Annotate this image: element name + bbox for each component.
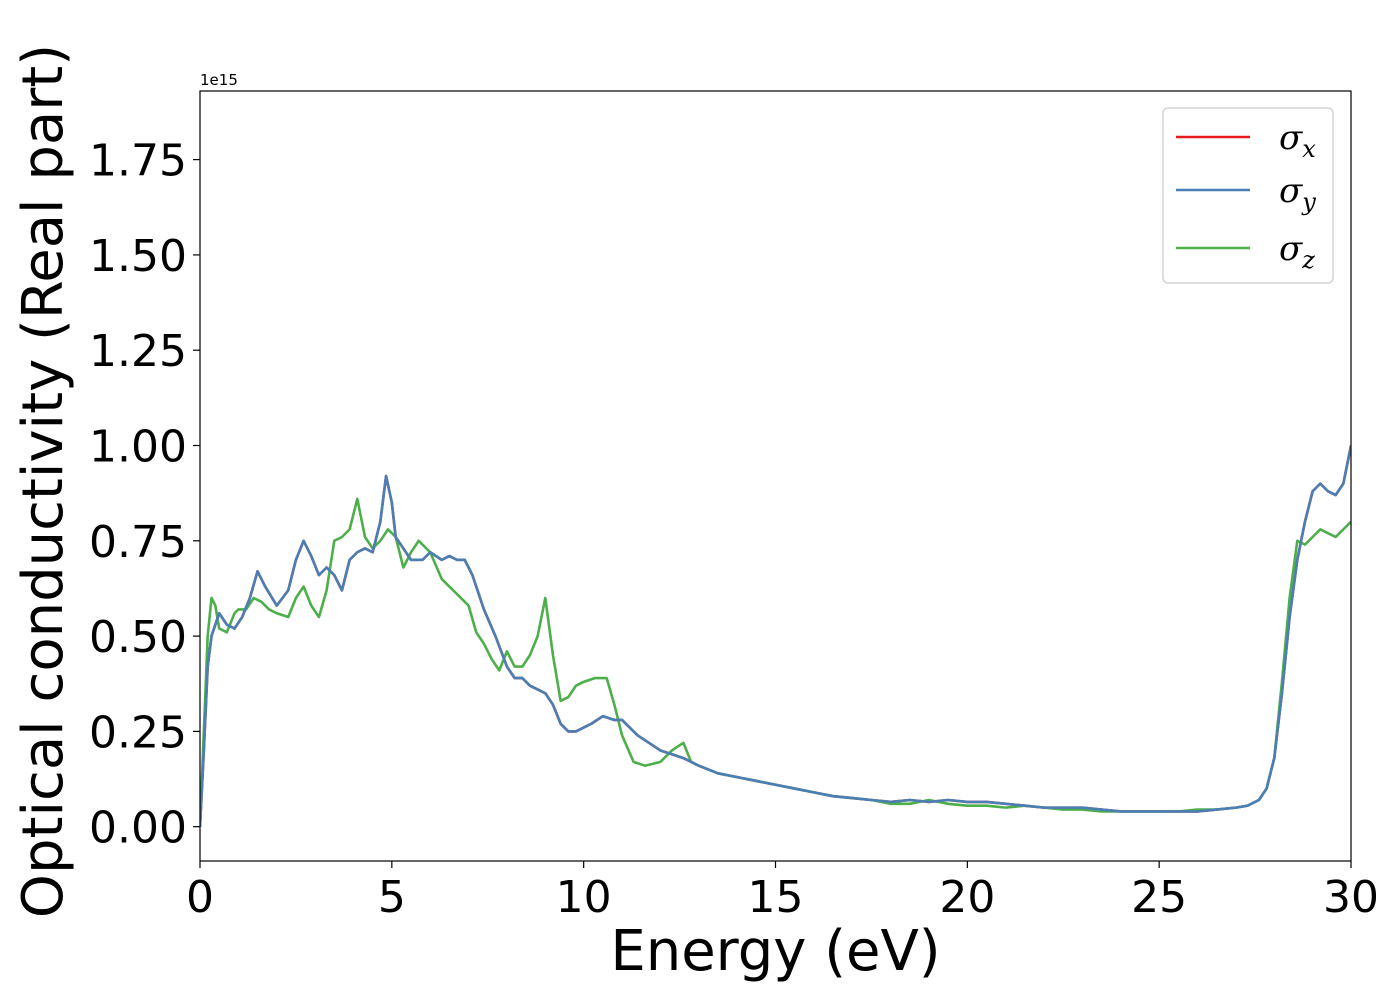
- x-tick-label: 25: [1131, 872, 1187, 923]
- legend-box: [1162, 107, 1334, 284]
- y-offset-label: 1e15: [200, 71, 238, 89]
- series-line-sigma-y: [200, 445, 1351, 827]
- y-tick-label: 0.00: [89, 803, 187, 854]
- x-tick-label: 0: [186, 872, 214, 923]
- y-tick-label: 1.50: [89, 231, 187, 282]
- x-tick-label: 5: [378, 872, 406, 923]
- y-axis-label: Optical conductivity (Real part): [11, 44, 76, 918]
- y-tick-label: 0.75: [89, 517, 187, 568]
- series-line-sigma-x: [200, 445, 1351, 827]
- x-axis-label: Energy (eV): [610, 919, 940, 984]
- legend-label: σy: [1279, 171, 1316, 216]
- y-tick-label: 1.75: [89, 136, 187, 187]
- legend-label: σx: [1279, 118, 1316, 163]
- legend: σx σy σz: [1162, 107, 1334, 284]
- series-lines: [200, 445, 1351, 827]
- y-tick-label: 0.25: [89, 707, 187, 758]
- y-tick-label: 1.25: [89, 326, 187, 377]
- y-tick-label: 0.50: [89, 612, 187, 663]
- x-tick-label: 30: [1323, 872, 1379, 923]
- x-axis: 0 5 10 15 20 25 30: [186, 861, 1379, 923]
- x-tick-label: 15: [748, 872, 804, 923]
- x-tick-label: 10: [556, 872, 612, 923]
- y-tick-label: 1.00: [89, 422, 187, 473]
- x-tick-label: 20: [939, 872, 995, 923]
- y-axis: 0.00 0.25 0.50 0.75 1.00 1.25 1.50 1.75: [89, 136, 200, 854]
- legend-label: σz: [1279, 229, 1315, 274]
